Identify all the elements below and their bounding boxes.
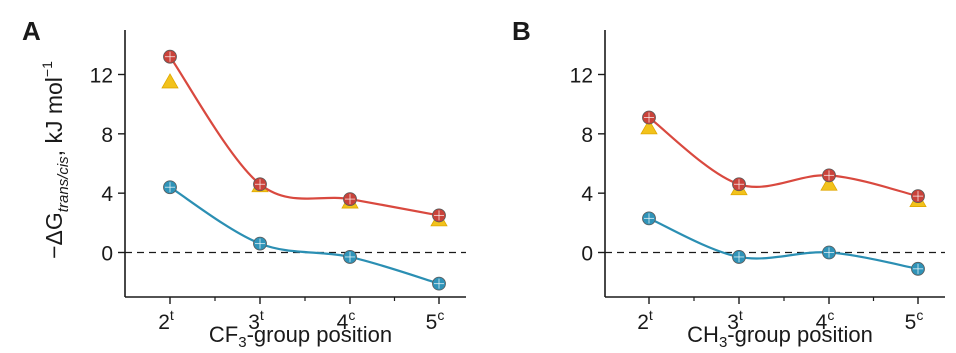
red-series-line bbox=[169, 56, 440, 217]
y-axis-title: −ΔGtrans/cis, kJ mol−1 bbox=[39, 61, 72, 259]
red-series-line bbox=[648, 116, 919, 198]
blue-circle-marker bbox=[822, 245, 836, 260]
blue-circle-marker bbox=[163, 180, 177, 195]
y-tick-label: 8 bbox=[101, 124, 113, 147]
red-circle-marker bbox=[911, 189, 925, 204]
red-circle-marker bbox=[432, 208, 446, 223]
blue-circle-marker bbox=[343, 250, 357, 264]
yellow-triangle-marker bbox=[640, 119, 658, 135]
yellow-triangle-marker bbox=[820, 175, 838, 191]
blue-circle-marker bbox=[732, 250, 746, 264]
y-tick-label: 8 bbox=[581, 124, 593, 147]
y-tick-label: 12 bbox=[570, 65, 593, 88]
red-circle-marker bbox=[253, 177, 267, 192]
panel-label: B bbox=[512, 16, 531, 46]
chart-panel-b: B 0 4 8 12 2t 3t 4c 5c CH3-group position bbox=[512, 16, 945, 351]
panel-label: A bbox=[22, 16, 41, 46]
blue-series-line bbox=[169, 186, 440, 285]
y-tick-label: 12 bbox=[90, 65, 113, 88]
y-tick-label: 4 bbox=[101, 183, 113, 206]
x-tick-label: 2t bbox=[637, 307, 653, 334]
y-tick-label: 0 bbox=[581, 243, 593, 266]
y-tick-label: 0 bbox=[101, 243, 113, 266]
red-circle-marker bbox=[343, 192, 357, 207]
red-circle-marker bbox=[163, 49, 177, 64]
x-tick-label: 3t bbox=[727, 307, 743, 334]
x-tick-label: 2t bbox=[158, 307, 174, 334]
x-tick-label: 5c bbox=[905, 307, 924, 334]
blue-circle-marker bbox=[642, 211, 656, 226]
y-tick-label: 4 bbox=[581, 183, 593, 206]
red-circle-marker bbox=[732, 177, 746, 192]
red-circle-marker bbox=[642, 110, 656, 125]
x-tick-label: 4c bbox=[816, 307, 835, 334]
chart-panel-a: A 0 4 8 12 2t 3t 4c 5c CF3-group position bbox=[22, 16, 466, 351]
blue-circle-marker bbox=[253, 236, 267, 251]
blue-circle-marker bbox=[432, 276, 446, 291]
blue-series-line bbox=[648, 217, 919, 270]
red-circle-marker bbox=[822, 168, 836, 183]
x-axis-title: CH3-group position bbox=[687, 322, 873, 351]
x-tick-label: 4c bbox=[337, 307, 356, 334]
x-axis-title: CF3-group position bbox=[209, 322, 392, 351]
blue-circle-marker bbox=[911, 261, 925, 276]
yellow-triangle-marker bbox=[161, 73, 179, 89]
x-tick-label: 5c bbox=[426, 307, 445, 334]
x-tick-label: 3t bbox=[248, 307, 264, 334]
